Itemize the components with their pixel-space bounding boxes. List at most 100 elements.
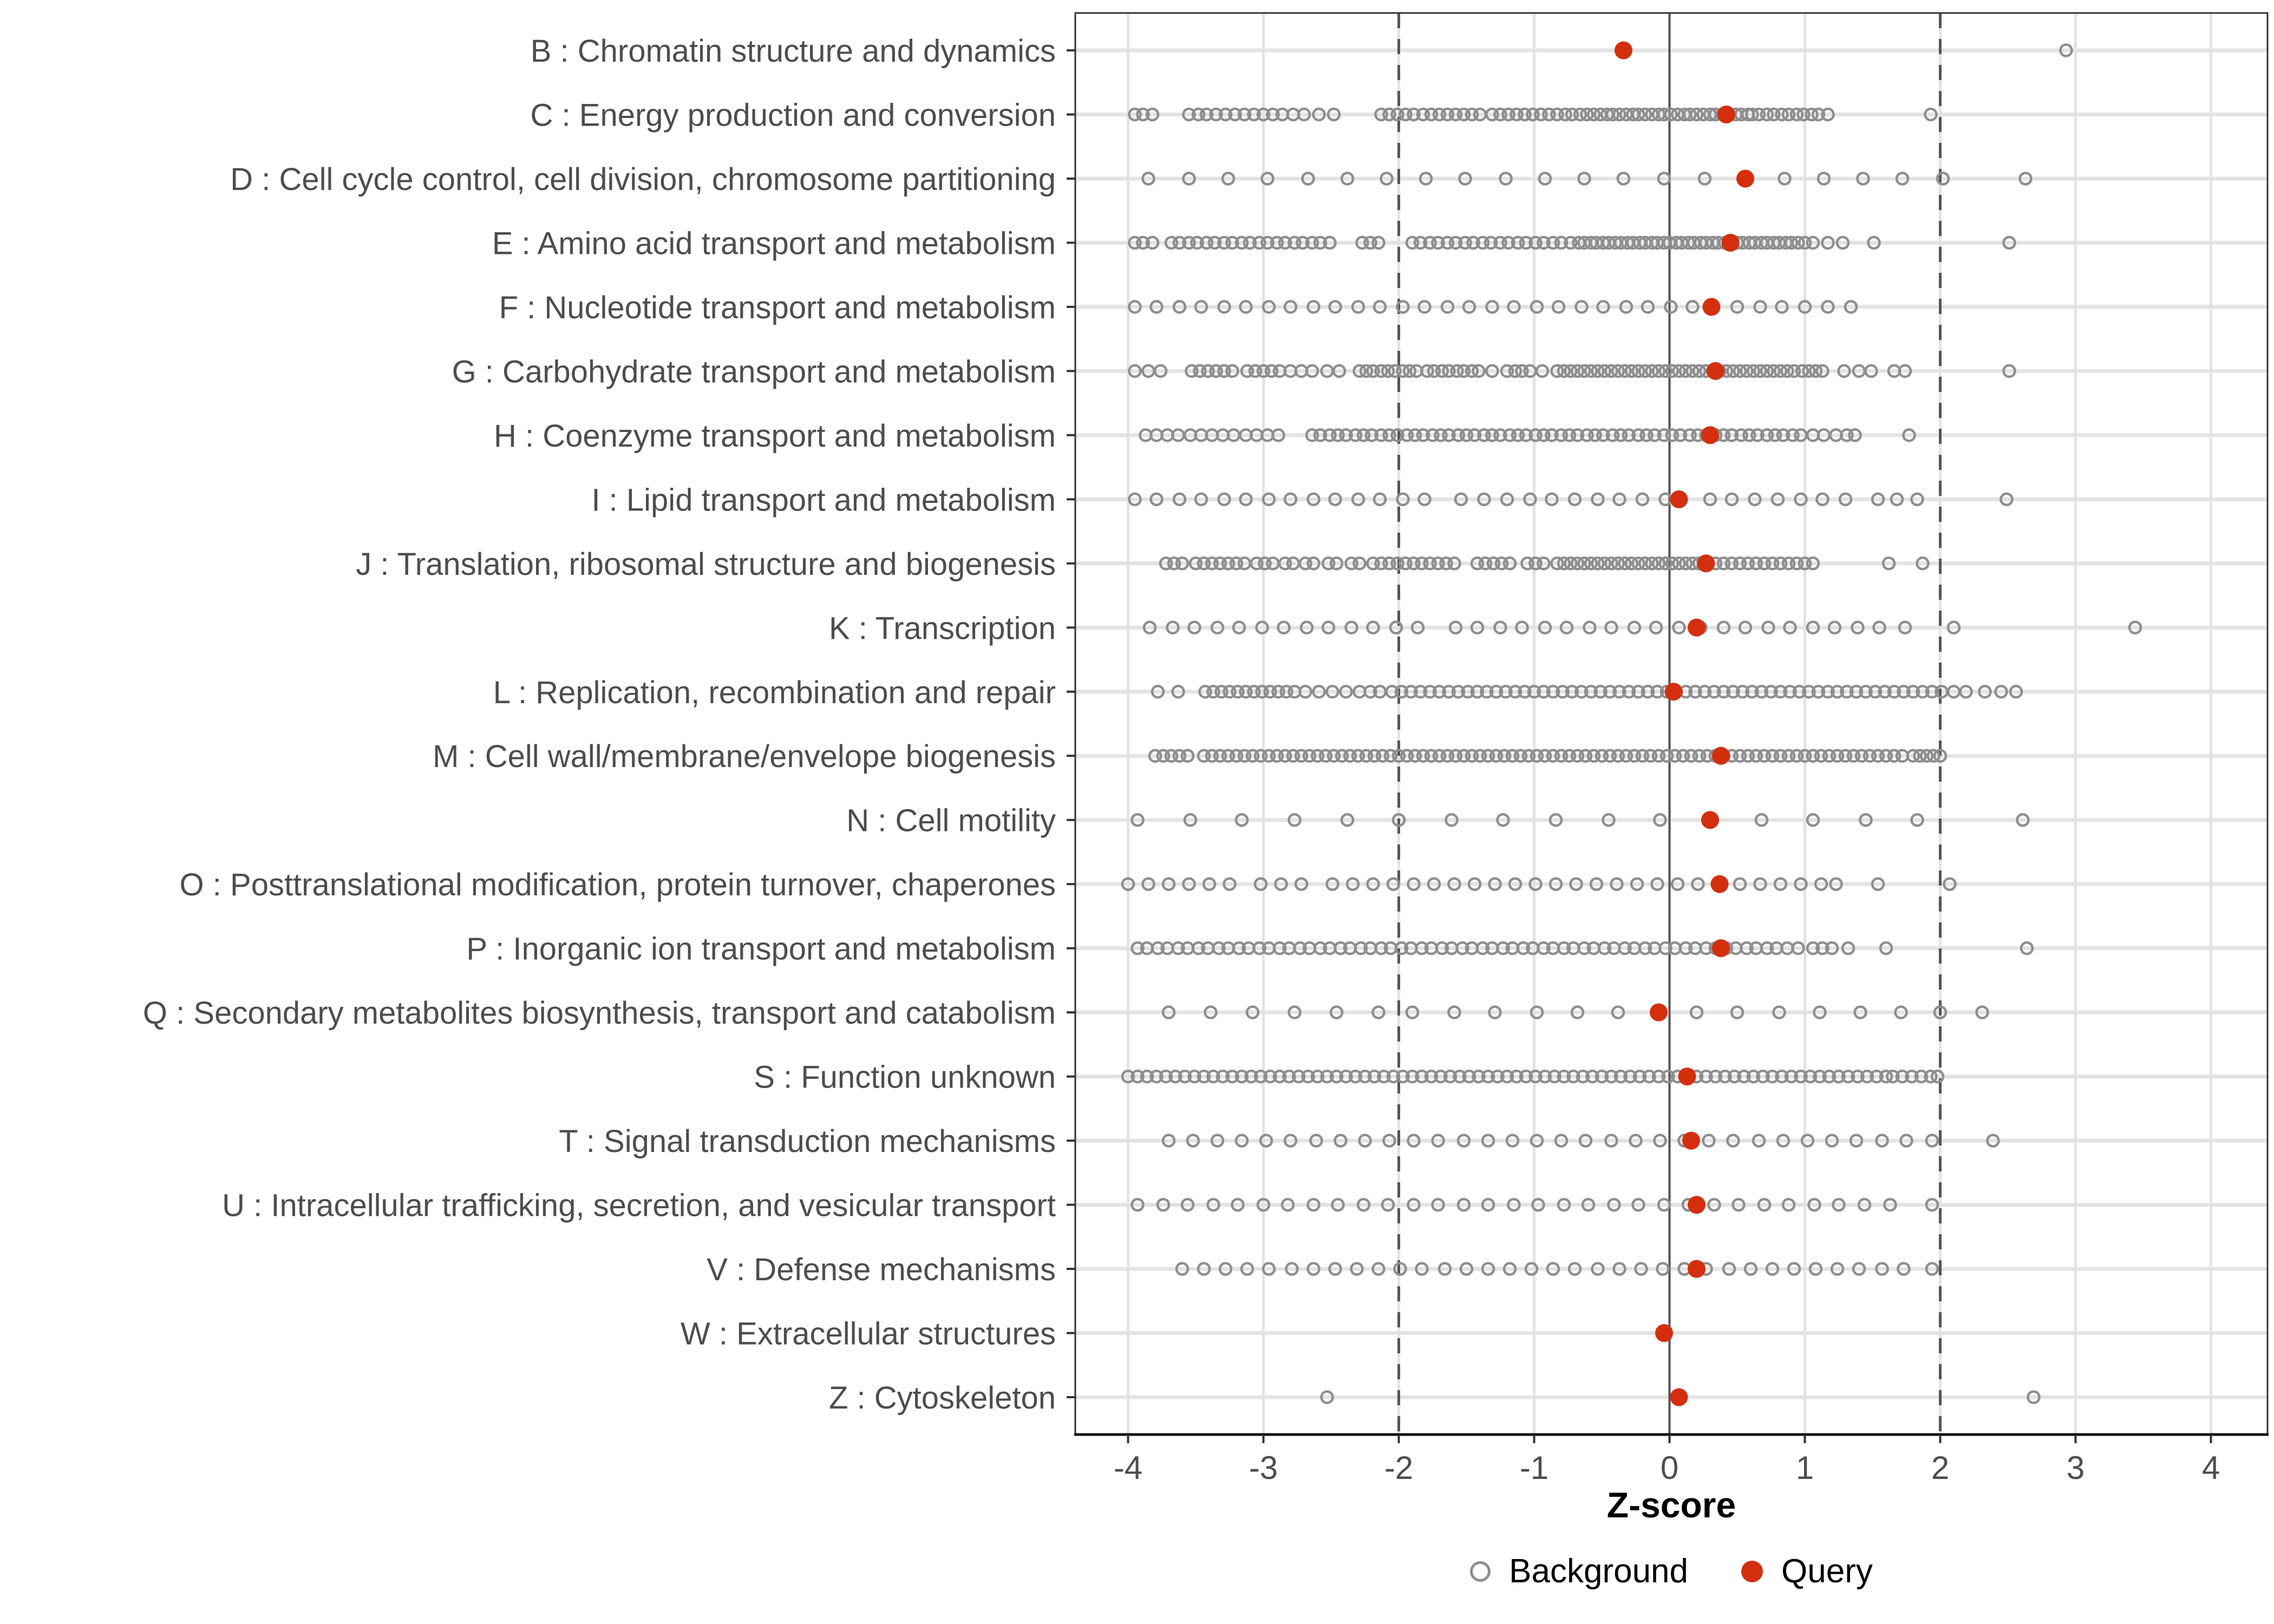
background-point <box>1716 556 1731 571</box>
background-point <box>1795 364 1809 378</box>
background-point <box>1554 235 1569 250</box>
background-point <box>1297 107 1311 122</box>
category-label: G : Carbohydrate transport and metabolis… <box>452 354 1056 389</box>
background-point <box>1827 620 1842 635</box>
background-point <box>1613 1069 1628 1084</box>
background-point <box>1217 364 1231 378</box>
background-point <box>1746 364 1761 378</box>
background-point <box>1959 685 1973 699</box>
background-point <box>1657 428 1671 442</box>
background-point <box>1767 107 1781 122</box>
background-point <box>1530 1134 1544 1148</box>
background-point <box>1851 1069 1865 1084</box>
background-point <box>1906 749 1920 763</box>
background-point <box>1423 685 1437 699</box>
background-point <box>1618 556 1632 571</box>
background-point <box>1749 556 1763 571</box>
background-point <box>1263 685 1277 699</box>
background-point <box>1798 300 1812 314</box>
background-point <box>1645 556 1659 571</box>
background-point <box>1527 685 1541 699</box>
background-point <box>1754 813 1769 827</box>
background-point <box>1651 364 1666 378</box>
background-point <box>1288 235 1302 250</box>
background-point <box>1310 1069 1325 1084</box>
background-point <box>1577 556 1591 571</box>
background-point <box>1765 1069 1780 1084</box>
background-point <box>1565 685 1579 699</box>
background-point <box>1415 941 1429 955</box>
background-point <box>1574 300 1589 314</box>
background-point <box>1511 235 1525 250</box>
background-point <box>1630 877 1644 891</box>
background-point <box>1348 428 1363 442</box>
background-point <box>1128 235 1142 250</box>
background-point <box>1603 749 1617 763</box>
background-point <box>1245 1005 1260 1019</box>
background-point <box>1382 556 1396 571</box>
background-point <box>1753 364 1767 378</box>
background-point <box>1838 492 1853 507</box>
background-point <box>1175 556 1190 571</box>
background-point <box>1867 235 1881 250</box>
background-point <box>1597 364 1612 378</box>
background-point <box>1925 685 1939 699</box>
background-point <box>1588 428 1602 442</box>
background-point <box>1519 235 1533 250</box>
background-point <box>1593 685 1608 699</box>
background-point <box>1730 1005 1744 1019</box>
background-point <box>1489 685 1504 699</box>
background-point <box>1334 941 1348 955</box>
background-point <box>1672 620 1686 635</box>
background-point <box>1726 1134 1740 1148</box>
background-point <box>1576 1069 1590 1084</box>
background-point <box>1239 300 1253 314</box>
background-point <box>1340 172 1355 186</box>
background-point <box>1548 877 1563 891</box>
background-point <box>1312 107 1326 122</box>
background-point <box>1440 235 1455 250</box>
background-point <box>1121 877 1135 891</box>
background-point <box>1470 685 1485 699</box>
background-point <box>1650 685 1664 699</box>
background-point <box>1547 1069 1561 1084</box>
background-point <box>1821 107 1835 122</box>
background-point <box>1410 620 1425 635</box>
background-point <box>1481 1134 1495 1148</box>
background-point <box>1657 172 1671 186</box>
background-point <box>1313 235 1328 250</box>
background-point <box>1329 1005 1344 1019</box>
background-point <box>1272 941 1287 955</box>
background-point <box>1546 749 1560 763</box>
background-point <box>1400 428 1414 442</box>
background-point <box>1642 1069 1656 1084</box>
background-point <box>1260 172 1275 186</box>
background-point <box>1659 749 1674 763</box>
background-point <box>1187 620 1201 635</box>
background-point <box>1825 1134 1839 1148</box>
background-point <box>1453 1069 1467 1084</box>
background-point <box>1489 749 1504 763</box>
background-point <box>1580 107 1594 122</box>
background-point <box>1661 1069 1675 1084</box>
background-point <box>1631 1197 1645 1212</box>
background-point <box>1537 235 1551 250</box>
background-point <box>1978 685 1992 699</box>
background-point <box>1424 749 1439 763</box>
background-point <box>1569 877 1583 891</box>
background-point <box>1431 1134 1445 1148</box>
background-point <box>1465 364 1479 378</box>
background-point <box>1538 620 1552 635</box>
background-point <box>1202 877 1217 891</box>
background-point <box>1768 428 1782 442</box>
background-point <box>1848 428 1862 442</box>
background-point <box>1638 556 1652 571</box>
background-point <box>1485 107 1499 122</box>
background-point <box>1814 877 1828 891</box>
query-point <box>1721 233 1740 252</box>
background-point <box>1234 813 1249 827</box>
background-point <box>2020 941 2034 955</box>
background-point <box>1724 492 1739 507</box>
background-point <box>1727 1069 1742 1084</box>
background-point <box>1212 941 1226 955</box>
